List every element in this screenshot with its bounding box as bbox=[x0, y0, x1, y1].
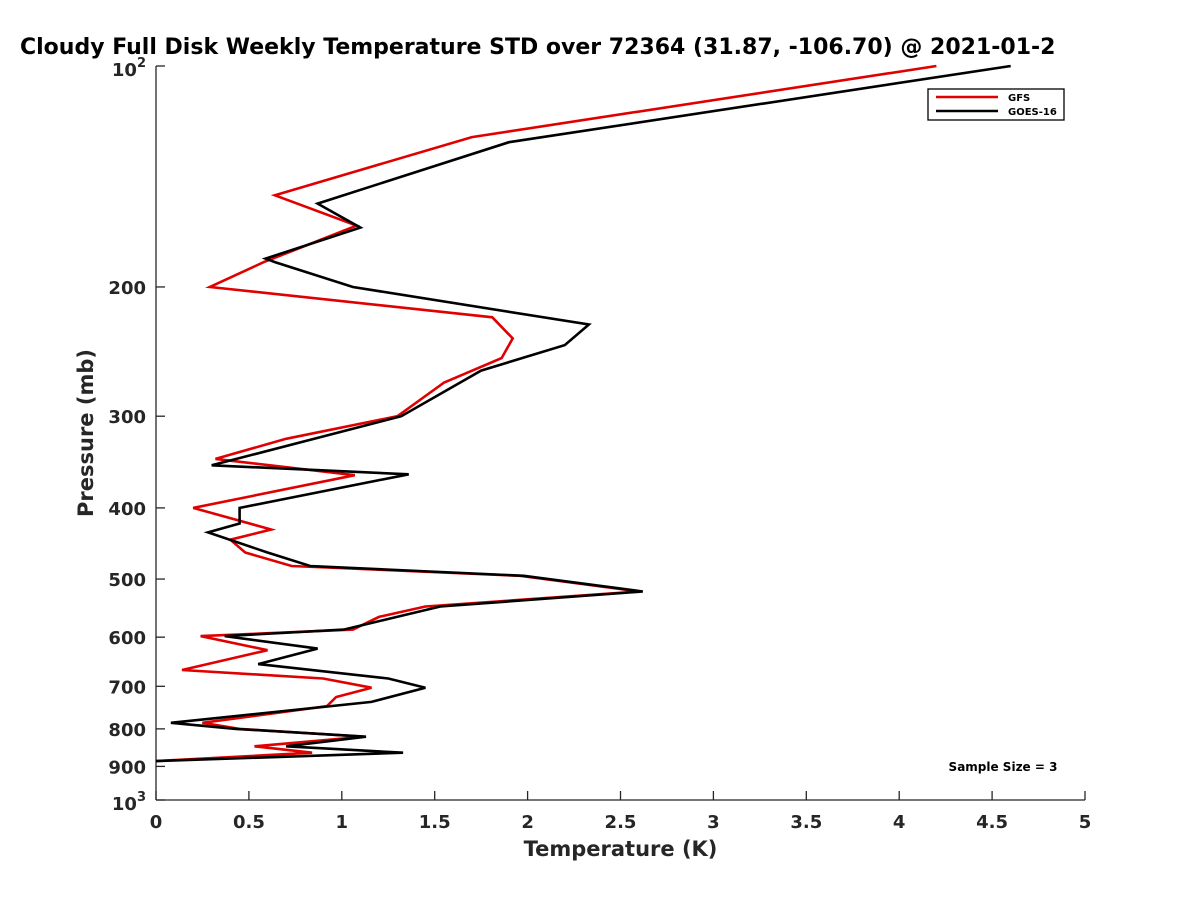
y-tick-label: 800 bbox=[108, 720, 146, 741]
y-axis-label: Pressure (mb) bbox=[74, 349, 98, 517]
series-layer bbox=[155, 64, 1011, 763]
y-tick-label: 300 bbox=[108, 407, 146, 428]
legend-box bbox=[927, 88, 1065, 121]
chart-title: Cloudy Full Disk Weekly Temperature STD … bbox=[20, 35, 1055, 60]
x-tick-label: 0 bbox=[150, 812, 163, 833]
x-tick-label: 3 bbox=[707, 812, 720, 833]
x-tick-label: 3.5 bbox=[790, 812, 822, 833]
sample-size-annotation: Sample Size = 3 bbox=[949, 760, 1058, 774]
legend: GFS GOES-16 bbox=[927, 88, 1065, 121]
y-tick-label: 900 bbox=[108, 757, 146, 778]
x-tick-label: 5 bbox=[1079, 812, 1092, 833]
x-tick-label: 4 bbox=[893, 812, 906, 833]
axes: 0 0.5 1 1.5 2 2.5 3 3.5 4 4.5 5 200 300 400 500 600 700 8… bbox=[108, 56, 1091, 833]
x-tick-label: 0.5 bbox=[233, 812, 265, 833]
y-tick-label: 700 bbox=[108, 677, 146, 698]
x-tick-label: 2 bbox=[521, 812, 534, 833]
legend-entry-label: GFS bbox=[1008, 93, 1030, 104]
y-tick-label: 400 bbox=[108, 499, 146, 520]
legend-entry-label: GOES-16 bbox=[1008, 107, 1057, 118]
series-line-goes-16 bbox=[155, 64, 1011, 763]
x-tick-label: 1.5 bbox=[419, 812, 451, 833]
x-tick-label: 4.5 bbox=[976, 812, 1008, 833]
x-axis-label: Temperature (K) bbox=[524, 837, 718, 861]
y-tick-label: 102 bbox=[112, 56, 146, 81]
x-tick-label: 2.5 bbox=[605, 812, 637, 833]
x-tick-label: 1 bbox=[336, 812, 349, 833]
y-tick-label: 600 bbox=[108, 628, 146, 649]
y-tick-label: 500 bbox=[108, 570, 146, 591]
y-tick-label: 200 bbox=[108, 278, 146, 299]
y-tick-label: 103 bbox=[112, 790, 146, 815]
